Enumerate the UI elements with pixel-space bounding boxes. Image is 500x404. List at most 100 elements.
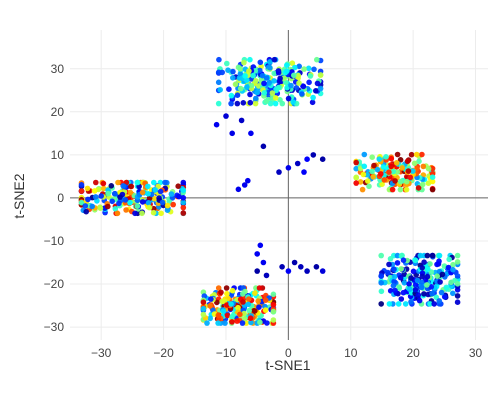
scatter-point: [295, 72, 302, 79]
scatter-point: [386, 261, 392, 268]
scatter-point: [276, 169, 282, 175]
y-axis-label: t-SNE2: [11, 173, 27, 218]
scatter-point: [448, 279, 454, 286]
scatter-point: [393, 160, 400, 166]
scatter-point: [416, 297, 423, 304]
scatter-point: [378, 171, 384, 177]
scatter-point: [234, 318, 240, 324]
scatter-point: [454, 252, 461, 259]
scatter-point: [247, 99, 254, 106]
scatter-point: [127, 189, 134, 196]
scatter-point: [381, 177, 388, 183]
scatter-point: [446, 256, 453, 263]
scatter-point: [408, 151, 415, 158]
scatter-point: [379, 181, 385, 187]
scatter-point: [267, 100, 274, 107]
scatter-point: [390, 168, 397, 175]
scatter-point: [145, 191, 151, 197]
scatter-point: [237, 311, 243, 318]
scatter-point: [204, 320, 210, 326]
scatter-point: [84, 185, 91, 192]
scatter-point: [313, 88, 319, 94]
scatter-point: [207, 315, 213, 322]
scatter-point: [150, 205, 157, 212]
scatter-point: [417, 252, 424, 259]
scatter-point: [176, 193, 182, 200]
scatter-point: [431, 301, 438, 307]
scatter-point: [421, 259, 427, 266]
scatter-point: [237, 85, 244, 92]
scatter-point: [410, 268, 417, 275]
scatter-point: [394, 151, 401, 158]
scatter-point: [378, 252, 385, 259]
y-tick-label: −20: [44, 277, 65, 291]
scatter-point: [429, 165, 436, 172]
scatter-point: [247, 91, 253, 98]
x-tick-label: 30: [469, 346, 483, 360]
scatter-point: [359, 186, 366, 193]
scatter-point: [392, 287, 398, 294]
y-tick-label: −30: [44, 320, 65, 334]
scatter-point: [145, 200, 152, 206]
scatter-point: [296, 63, 303, 70]
scatter-point: [294, 160, 301, 167]
scatter-point: [252, 290, 258, 296]
x-tick-label: −20: [153, 346, 174, 360]
scatter-point: [429, 252, 436, 259]
scatter-point: [158, 210, 164, 217]
scatter-point: [230, 68, 236, 75]
scatter-point: [82, 203, 89, 209]
scatter-point: [254, 89, 261, 96]
scatter-point: [237, 71, 244, 77]
scatter-point: [270, 302, 277, 308]
scatter-point: [229, 313, 235, 320]
scatter-point: [429, 174, 436, 180]
scatter-point: [256, 304, 262, 311]
scatter-point: [419, 273, 426, 280]
scatter-point: [260, 143, 267, 150]
scatter-point: [139, 189, 146, 196]
scatter-point: [150, 209, 157, 216]
scatter-point: [271, 56, 278, 63]
x-tick-label: 0: [285, 346, 292, 360]
scatter-point: [396, 285, 403, 291]
scatter-point: [424, 273, 431, 280]
scatter-point: [224, 312, 231, 319]
scatter-point: [408, 299, 414, 305]
scatter-point: [215, 79, 222, 86]
scatter-point: [276, 78, 283, 85]
scatter-point: [139, 199, 146, 205]
scatter-point: [434, 261, 440, 268]
scatter-point: [247, 315, 254, 322]
scatter-point: [410, 168, 416, 174]
scatter-point: [454, 293, 461, 299]
scatter-point: [443, 284, 450, 291]
scatter-point: [378, 301, 385, 307]
scatter-point: [252, 100, 259, 107]
scatter-point: [85, 196, 91, 203]
scatter-point: [366, 183, 372, 190]
scatter-point: [365, 178, 371, 184]
scatter-point: [395, 301, 402, 307]
scatter-point: [222, 320, 228, 326]
scatter-point: [272, 95, 279, 101]
scatter-point: [427, 261, 433, 267]
scatter-point: [168, 191, 175, 197]
scatter-point: [311, 66, 317, 73]
scatter-point: [252, 308, 258, 314]
scatter-point: [289, 60, 296, 66]
scatter-point: [263, 98, 270, 104]
scatter-point: [386, 301, 393, 307]
scatter-point: [272, 100, 279, 107]
scatter-point: [378, 288, 385, 295]
scatter-point: [261, 80, 267, 87]
scatter-point: [301, 66, 307, 72]
scatter-point: [416, 158, 422, 165]
scatter-point: [201, 293, 208, 299]
scatter-point: [248, 319, 254, 326]
scatter-point: [241, 310, 247, 317]
scatter-point: [238, 117, 245, 124]
scatter-point: [145, 183, 151, 190]
scatter-point: [314, 80, 321, 87]
scatter-point: [380, 164, 387, 170]
